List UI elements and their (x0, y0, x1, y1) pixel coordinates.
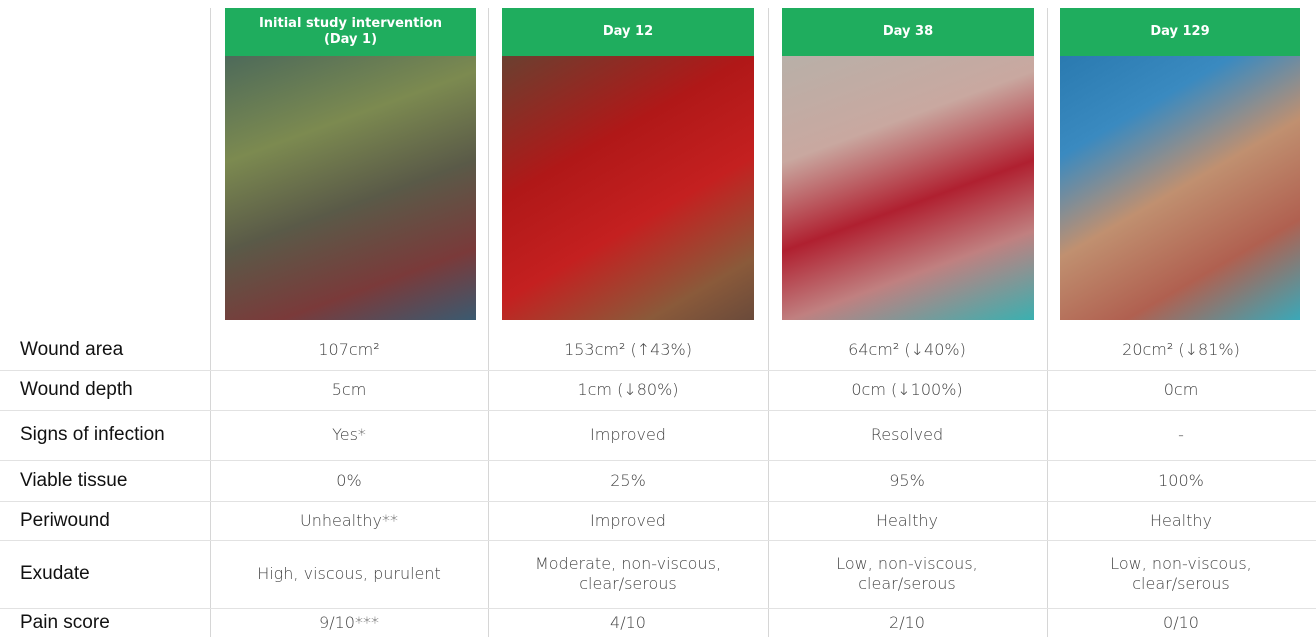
cell-value: 64cm² (↓40%) (792, 330, 1022, 370)
text: Exudate (20, 563, 90, 585)
text: Healthy (1150, 511, 1212, 531)
cell-value: 5cm (234, 370, 464, 410)
cell-value: 20cm² (↓81%) (1066, 330, 1296, 370)
cell-value: Unhealthy** (234, 501, 464, 540)
cell-value: 25% (513, 460, 743, 501)
text: 107cm² (318, 340, 379, 360)
cell-value: Low, non-viscous, clear/serous (792, 540, 1022, 608)
text: Wound depth (20, 379, 133, 401)
text: 0/10 (1163, 613, 1199, 633)
row-label: Wound area (20, 330, 123, 370)
text: Improved (590, 425, 666, 445)
cell-value: 0/10 (1066, 608, 1296, 637)
cell-value: 4/10 (513, 608, 743, 637)
row-label: Exudate (20, 540, 90, 608)
row-label: Pain score (20, 608, 110, 637)
text: 95% (889, 471, 925, 491)
cell-value: Moderate, non-viscous, clear/serous (513, 540, 743, 608)
column-header: Day 38 (782, 8, 1034, 56)
text: - (1178, 425, 1184, 445)
text: 2/10 (889, 613, 925, 633)
cell-value: High, viscous, purulent (234, 540, 464, 608)
row-label: Viable tissue (20, 460, 127, 501)
cell-value: Low, non-viscous, clear/serous (1066, 540, 1296, 608)
cell-value: Resolved (792, 410, 1022, 460)
text: Day 129 (1150, 24, 1209, 40)
wound-photo (225, 56, 476, 320)
text: 20cm² (↓81%) (1122, 340, 1240, 360)
text: Unhealthy** (300, 511, 398, 531)
cell-value: 0cm (1066, 370, 1296, 410)
column-divider (1047, 8, 1048, 637)
text: Resolved (871, 425, 943, 445)
cell-value: - (1066, 410, 1296, 460)
cell-value: 9/10*** (234, 608, 464, 637)
text: 9/10*** (319, 613, 379, 633)
text: 64cm² (↓40%) (848, 340, 966, 360)
cell-value: 0cm (↓100%) (792, 370, 1022, 410)
text: 153cm² (↑43%) (564, 340, 692, 360)
row-label: Periwound (20, 501, 110, 540)
wound-photo (782, 56, 1034, 320)
row-label: Wound depth (20, 370, 133, 410)
text: Viable tissue (20, 470, 127, 492)
cell-value: 1cm (↓80%) (513, 370, 743, 410)
text: Improved (590, 511, 666, 531)
text: Low, non-viscous, clear/serous (792, 554, 1022, 594)
text: Wound area (20, 339, 123, 361)
text: Day 38 (883, 24, 933, 40)
cell-value: Healthy (792, 501, 1022, 540)
cell-value: 107cm² (234, 330, 464, 370)
text: Periwound (20, 510, 110, 532)
text: High, viscous, purulent (257, 564, 441, 584)
text: 0% (336, 471, 361, 491)
cell-value: 95% (792, 460, 1022, 501)
cell-value: Yes* (234, 410, 464, 460)
page: {"columns": [ {"header": "Initial study … (0, 0, 1316, 637)
text: 5cm (332, 380, 367, 400)
column-divider (488, 8, 489, 637)
cell-value: 153cm² (↑43%) (513, 330, 743, 370)
wound-photo (502, 56, 754, 320)
text: Healthy (876, 511, 938, 531)
row-label: Signs of infection (20, 410, 165, 460)
text: 100% (1158, 471, 1204, 491)
cell-value: Improved (513, 410, 743, 460)
column-divider (768, 8, 769, 637)
text: Initial study intervention (Day 1) (251, 16, 451, 48)
text: Low, non-viscous, clear/serous (1066, 554, 1296, 594)
text: Yes* (332, 425, 366, 445)
text: Signs of infection (20, 424, 165, 446)
column-header: Day 129 (1060, 8, 1300, 56)
column-divider (210, 8, 211, 637)
cell-value: 100% (1066, 460, 1296, 501)
cell-value: 0% (234, 460, 464, 501)
text: 1cm (↓80%) (577, 380, 678, 400)
text: Day 12 (603, 24, 653, 40)
text: Moderate, non-viscous, clear/serous (513, 554, 743, 594)
text: 0cm (↓100%) (851, 380, 962, 400)
text: 4/10 (610, 613, 646, 633)
cell-value: Healthy (1066, 501, 1296, 540)
column-header: Day 12 (502, 8, 754, 56)
wound-photo (1060, 56, 1300, 320)
cell-value: Improved (513, 501, 743, 540)
text: 0cm (1164, 380, 1199, 400)
cell-value: 2/10 (792, 608, 1022, 637)
text: 25% (610, 471, 646, 491)
column-header: Initial study intervention (Day 1) (225, 8, 476, 56)
text: Pain score (20, 612, 110, 634)
